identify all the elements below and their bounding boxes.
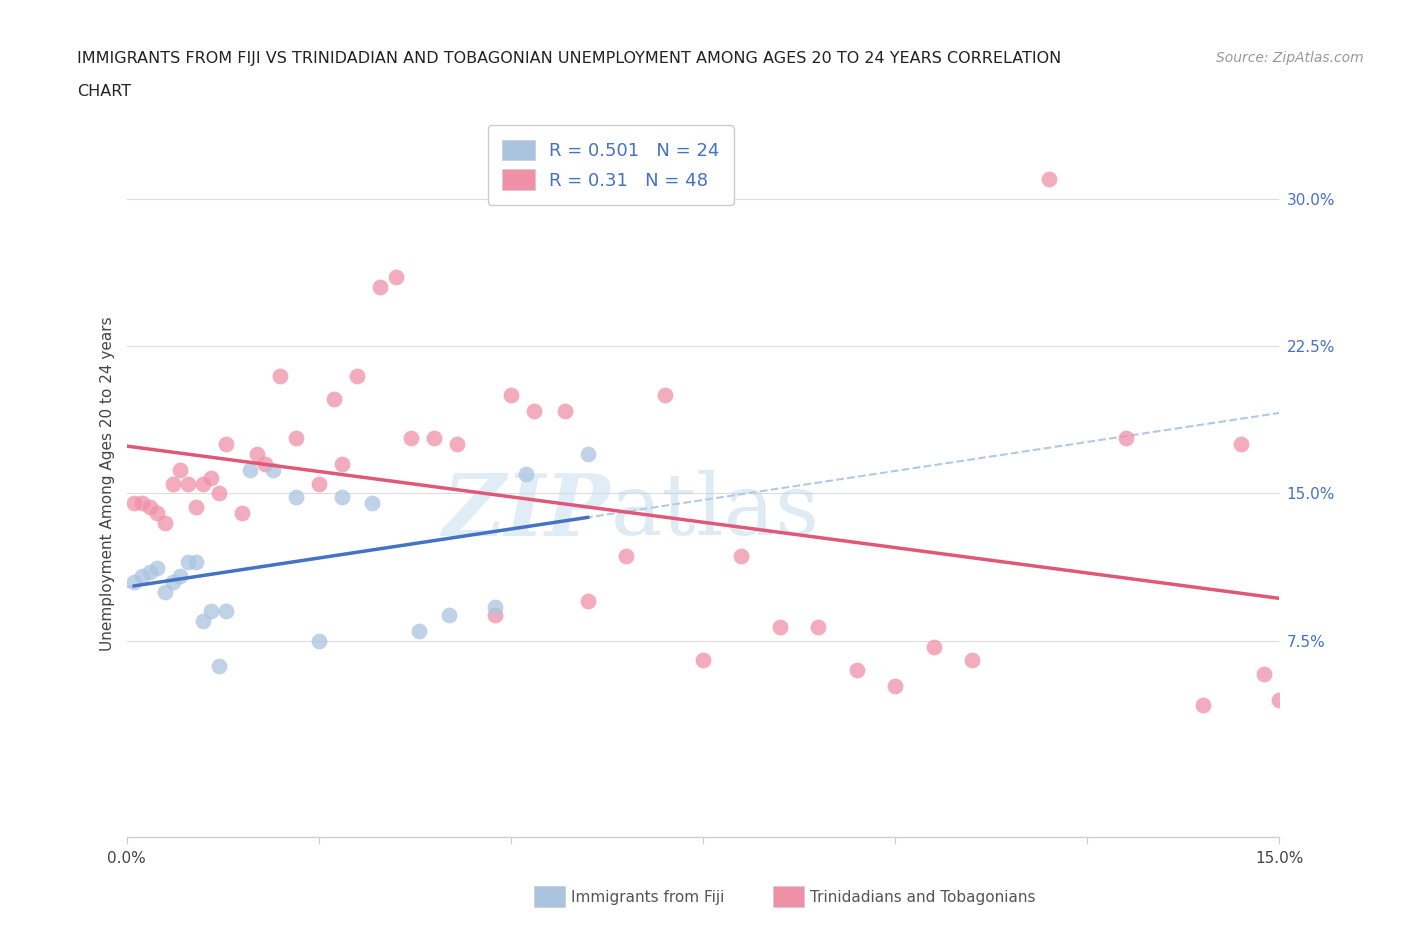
Point: [122, 575, 145, 590]
Text: ZIP: ZIP: [443, 471, 610, 553]
Point: [554, 404, 576, 418]
Point: [208, 658, 231, 673]
Point: [484, 607, 506, 622]
Point: [922, 639, 945, 654]
Point: [439, 607, 461, 622]
Point: [399, 431, 422, 445]
Text: atlas: atlas: [610, 471, 820, 553]
Point: [231, 506, 253, 521]
Point: [769, 619, 792, 634]
Point: [576, 594, 599, 609]
Point: [122, 496, 145, 511]
Point: [200, 471, 222, 485]
Point: [138, 499, 160, 514]
Point: [284, 490, 307, 505]
Point: [361, 496, 384, 511]
Point: [446, 437, 468, 452]
Point: [153, 515, 176, 530]
Point: [184, 554, 207, 569]
Point: [169, 568, 191, 583]
Text: Immigrants from Fiji: Immigrants from Fiji: [571, 890, 724, 905]
Point: [323, 392, 346, 406]
Point: [1253, 667, 1275, 682]
Text: Source: ZipAtlas.com: Source: ZipAtlas.com: [1216, 51, 1364, 65]
Point: [1230, 437, 1253, 452]
Point: [499, 388, 522, 403]
Point: [515, 466, 537, 481]
Point: [138, 565, 160, 579]
Point: [262, 462, 284, 477]
Point: [1038, 172, 1060, 187]
Point: [208, 486, 231, 501]
Point: [1115, 431, 1137, 445]
Point: [162, 476, 184, 491]
Point: [523, 404, 546, 418]
Point: [330, 490, 353, 505]
Y-axis label: Unemployment Among Ages 20 to 24 years: Unemployment Among Ages 20 to 24 years: [100, 316, 115, 651]
Point: [200, 604, 222, 618]
Legend: R = 0.501   N = 24, R = 0.31   N = 48: R = 0.501 N = 24, R = 0.31 N = 48: [488, 126, 734, 205]
Point: [484, 600, 506, 615]
Point: [576, 446, 599, 461]
Point: [423, 431, 446, 445]
Point: [177, 554, 200, 569]
Point: [730, 549, 752, 564]
Point: [153, 584, 176, 599]
Point: [131, 496, 153, 511]
Point: [384, 270, 406, 285]
Point: [845, 663, 868, 678]
Point: [368, 280, 391, 295]
Point: [215, 437, 238, 452]
Point: [193, 614, 215, 629]
Point: [162, 575, 184, 590]
Point: [146, 561, 169, 576]
Point: [269, 368, 291, 383]
Point: [346, 368, 368, 383]
Point: [246, 446, 269, 461]
Point: [184, 499, 207, 514]
Point: [1268, 692, 1291, 707]
Point: [253, 457, 276, 472]
Point: [614, 549, 637, 564]
Point: [408, 623, 430, 638]
Point: [177, 476, 200, 491]
Text: CHART: CHART: [77, 84, 131, 99]
Point: [308, 476, 330, 491]
Point: [169, 462, 191, 477]
Point: [1191, 698, 1213, 713]
Text: Trinidadians and Tobagonians: Trinidadians and Tobagonians: [810, 890, 1035, 905]
Point: [960, 653, 983, 668]
Point: [131, 568, 153, 583]
Point: [330, 457, 353, 472]
Point: [807, 619, 830, 634]
Point: [284, 431, 307, 445]
Point: [215, 604, 238, 618]
Point: [238, 462, 260, 477]
Point: [193, 476, 215, 491]
Text: IMMIGRANTS FROM FIJI VS TRINIDADIAN AND TOBAGONIAN UNEMPLOYMENT AMONG AGES 20 TO: IMMIGRANTS FROM FIJI VS TRINIDADIAN AND …: [77, 51, 1062, 66]
Point: [692, 653, 714, 668]
Point: [884, 678, 907, 693]
Point: [654, 388, 676, 403]
Point: [308, 633, 330, 648]
Point: [146, 506, 169, 521]
